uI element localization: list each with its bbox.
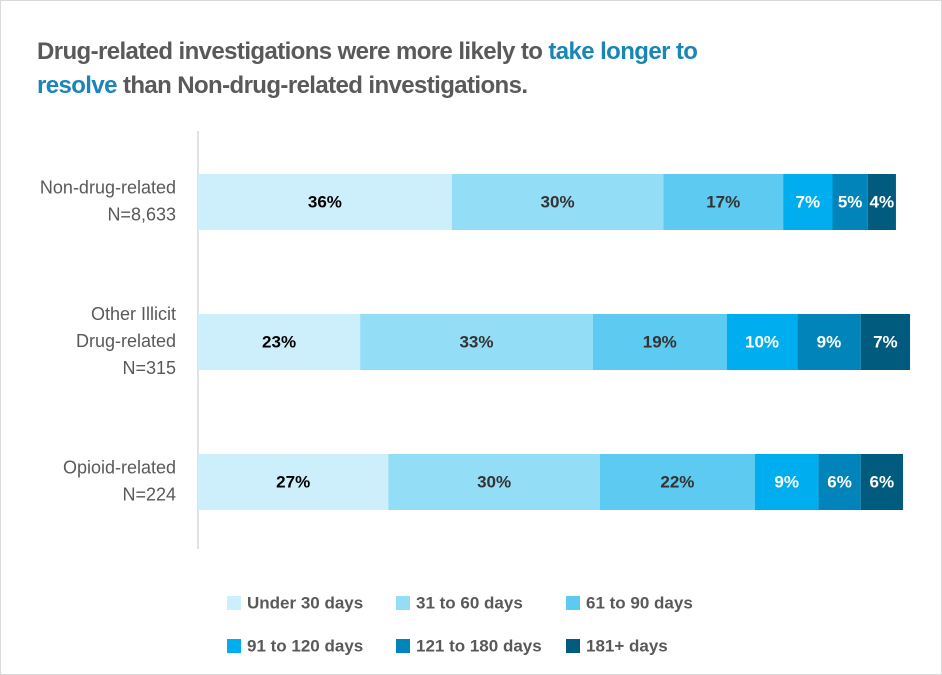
value-label: 22% [660,472,694,491]
category-label: N=315 [122,358,176,378]
value-label: 6% [870,472,895,491]
value-label: 10% [745,332,779,351]
value-label: 9% [774,472,799,491]
legend-swatch [227,596,241,610]
value-label: 7% [796,192,821,211]
bar-segment [663,174,784,230]
legend-label: Under 30 days [247,593,363,612]
value-label: 19% [643,332,677,351]
value-label: 23% [262,332,296,351]
value-label: 30% [477,472,511,491]
bar-segment [599,454,755,510]
value-label: 36% [308,192,342,211]
category-label: Other Illicit [91,304,176,324]
legend-label: 31 to 60 days [416,593,523,612]
chart-title: Drug-related investigations were more li… [37,35,777,103]
category-label: N=224 [122,484,176,504]
value-label: 33% [459,332,493,351]
legend-swatch [396,639,410,653]
bar-segment [832,174,868,230]
bar-segment [198,314,361,370]
legend-swatch [396,596,410,610]
bar-segment [360,314,593,370]
value-label: 5% [838,192,863,211]
title-part: than Non-drug-related investigations. [122,72,528,99]
category-label: Drug-related [76,331,176,351]
bar-segment [860,454,903,510]
category-label: N=8,633 [107,204,176,224]
bar-segment [818,454,861,510]
value-label: 7% [873,332,898,351]
bar-segment [198,454,389,510]
legend-label: 121 to 180 days [416,636,542,655]
bar-segment [860,314,911,370]
bar-segment [388,454,600,510]
value-label: 17% [706,192,740,211]
legend-swatch [566,596,580,610]
legend-swatch [566,639,580,653]
value-label: 4% [870,192,895,211]
bar-segment [726,314,798,370]
bar-segment [198,174,452,230]
value-label: 9% [817,332,842,351]
bar-segment [754,454,819,510]
category-label: Opioid-related [63,457,176,477]
value-label: 30% [541,192,575,211]
legend-label: 91 to 120 days [247,636,363,655]
bar-segment [867,174,896,230]
bar-segment [783,174,833,230]
category-label: Non-drug-related [40,177,176,197]
legend-label: 181+ days [586,636,668,655]
legend-label: 61 to 90 days [586,593,693,612]
title-part: Drug-related investigations were more li… [37,38,543,65]
value-label: 27% [276,472,310,491]
legend-swatch [227,639,241,653]
value-label: 6% [827,472,852,491]
bar-segment [592,314,727,370]
bar-segment [451,174,664,230]
title-highlight: take longer to resolve [37,38,698,99]
bar-segment [797,314,861,370]
